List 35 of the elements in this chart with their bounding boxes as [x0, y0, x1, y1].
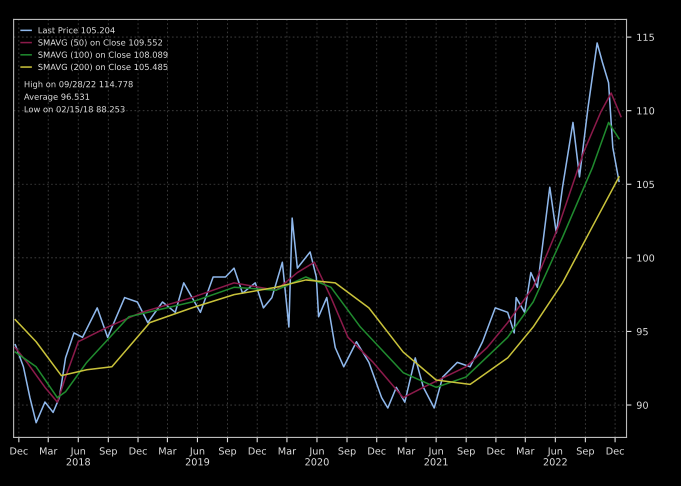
x-tick-label: Sep	[100, 447, 117, 457]
x-tick-label: Sep	[338, 447, 356, 457]
y-tick-label: 95	[636, 328, 648, 336]
annotation: Low on 02/15/18 88.253	[24, 106, 125, 114]
annotation: High on 09/28/22 114.778	[24, 80, 133, 89]
x-tick-label: Mar	[40, 447, 58, 455]
annotation: Average 96.531	[24, 94, 90, 102]
x-tick-label: Dec	[606, 447, 624, 455]
y-tick-label: 100	[637, 254, 654, 262]
x-tick-label: Sep	[458, 447, 475, 457]
x-tick-label: Dec	[10, 447, 28, 455]
x-tick-label: Mar	[159, 447, 177, 455]
x-tick-label: Jun 2022	[544, 447, 567, 466]
legend-label: Last Price 105.204	[38, 26, 115, 34]
legend-label: SMAVG (50) on Close 109.552	[38, 39, 162, 47]
x-tick-label: Mar	[278, 447, 296, 455]
x-tick-label: Mar	[398, 447, 416, 455]
line-series	[14, 176, 620, 386]
x-tick-label: Jun 2019	[186, 447, 210, 466]
legend-label: SMAVG (200) on Close 105.485	[38, 64, 168, 72]
x-tick-label: Sep	[218, 447, 236, 457]
y-tick-label: 115	[637, 34, 654, 41]
x-tick-label: Dec	[368, 447, 386, 455]
x-tick-label: Sep	[576, 447, 594, 457]
x-tick-label: Dec	[487, 447, 505, 455]
y-tick-label: 110	[637, 107, 654, 115]
x-tick-label: Dec	[130, 447, 147, 455]
x-tick-label: Jun 2021	[424, 447, 448, 466]
x-tick-label: Dec	[248, 447, 266, 455]
x-tick-label: Jun 2018	[66, 447, 90, 466]
x-tick-label: Mar	[517, 447, 534, 455]
legend-label: SMAVG (100) on Close 108.089	[38, 51, 168, 59]
y-tick-label: 90	[636, 402, 648, 409]
y-tick-label: 105	[637, 180, 654, 188]
x-tick-label: Jun 2020	[305, 447, 329, 466]
